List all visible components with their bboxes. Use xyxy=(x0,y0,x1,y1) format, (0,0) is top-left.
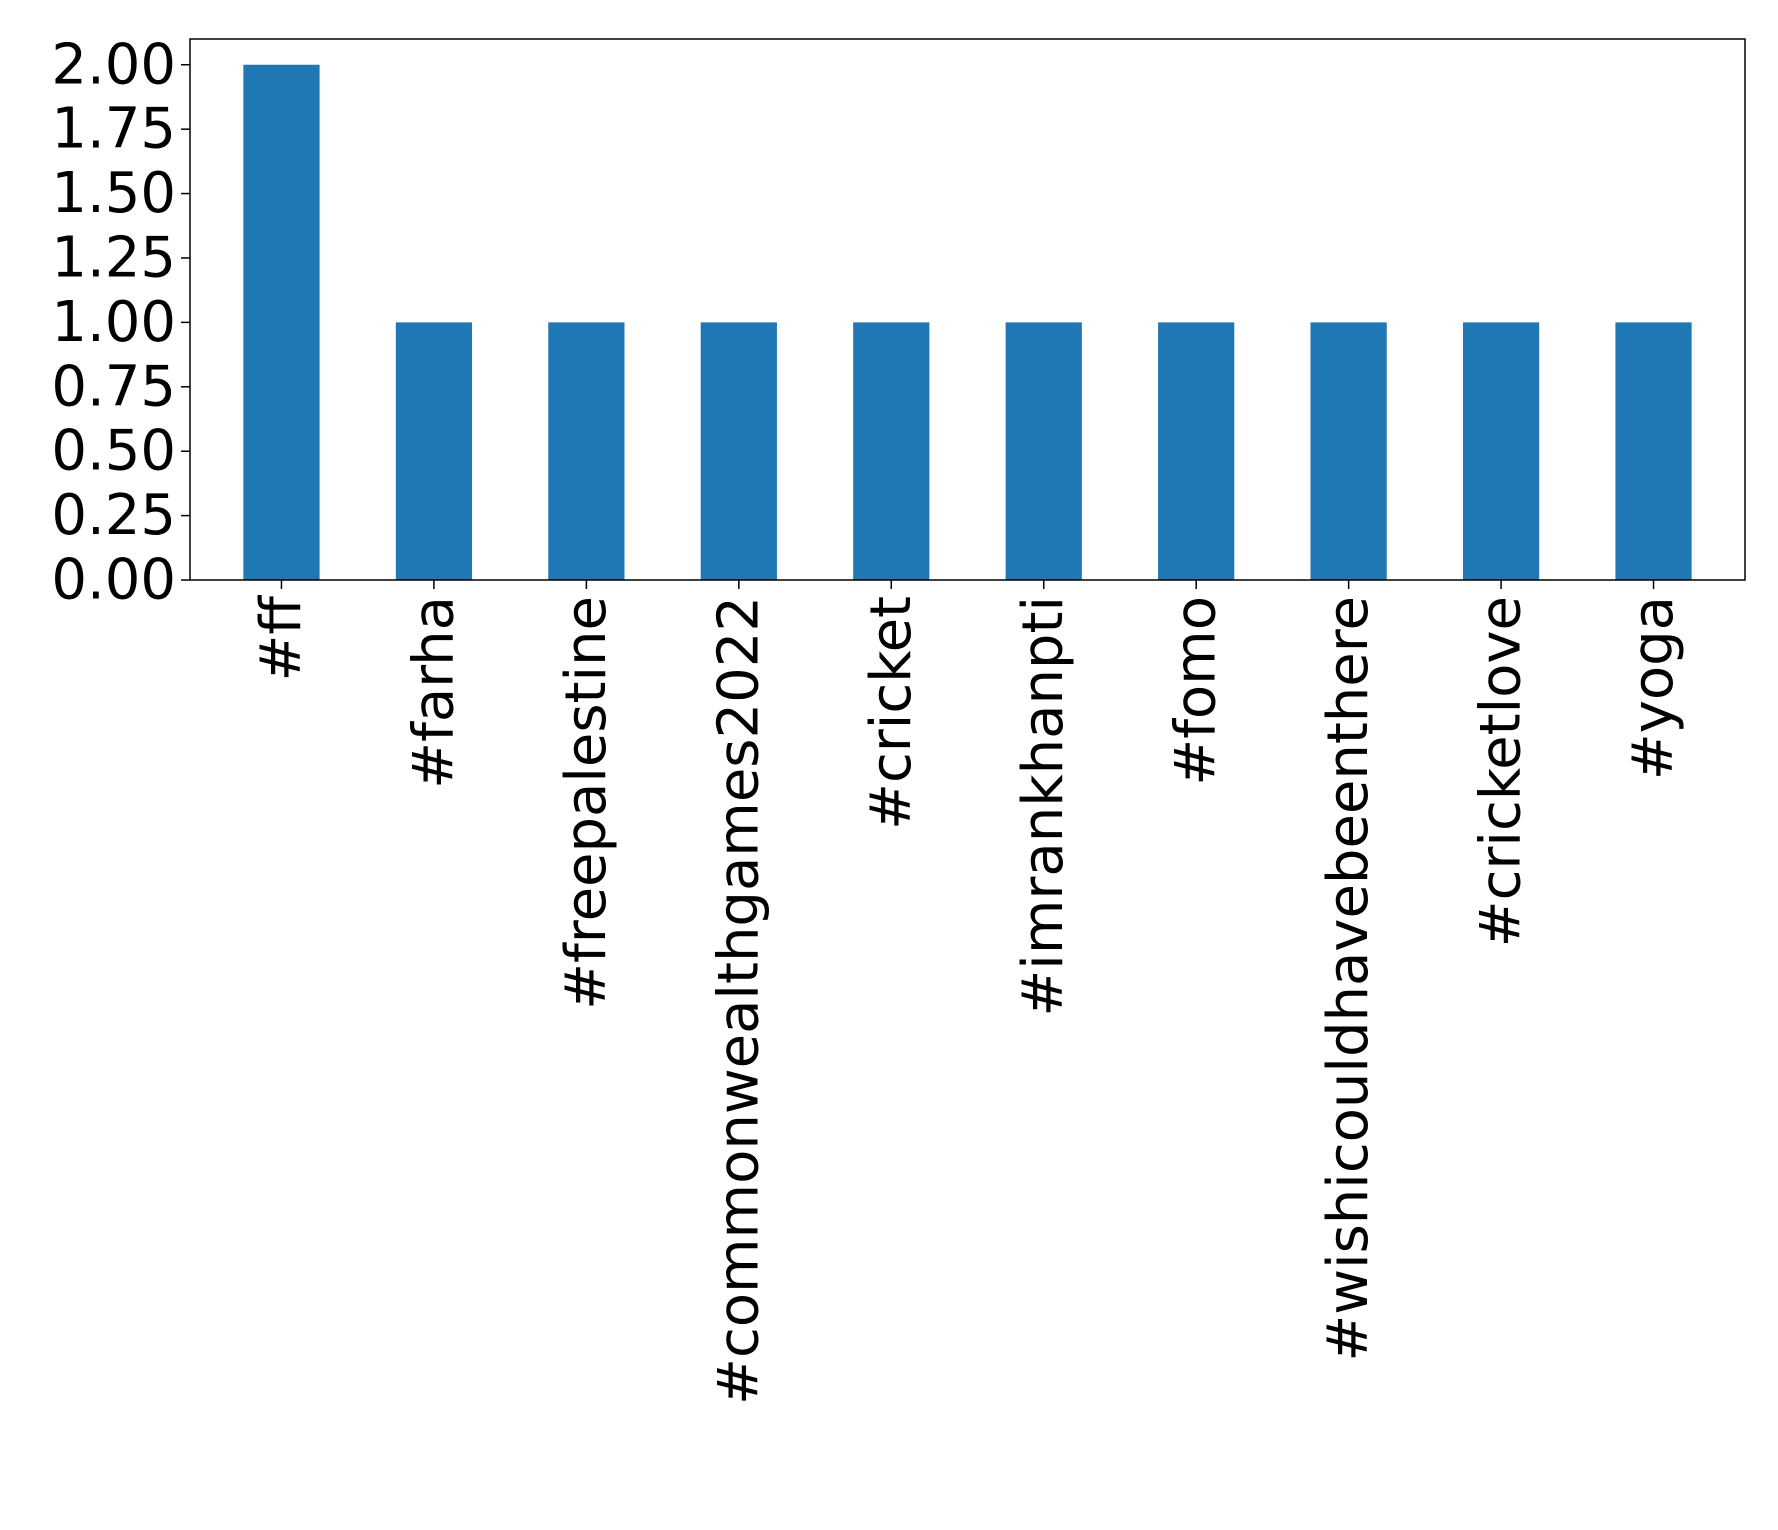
bar-cricket xyxy=(853,322,930,580)
y-tick-label: 1.50 xyxy=(51,161,176,226)
bar-imrankhanpti xyxy=(1005,322,1082,580)
y-tick-label: 0.50 xyxy=(51,419,176,484)
bars-layer xyxy=(243,64,1692,580)
bar-wishicouldhavebeenthere xyxy=(1310,322,1387,580)
bar-yoga xyxy=(1615,322,1692,580)
x-tick-label: #freepalestine xyxy=(554,596,619,1010)
y-tick-label: 2.00 xyxy=(51,32,176,97)
y-tick-label: 1.00 xyxy=(51,290,176,355)
y-tick-label: 0.75 xyxy=(51,354,176,419)
bar-freepalestine xyxy=(548,322,625,580)
x-tick-label: #fomo xyxy=(1164,596,1229,786)
x-tick-label: #ff xyxy=(249,595,314,682)
x-axis: #ff #farha #freepalestine #commonwealthgame… xyxy=(249,580,1686,1405)
y-tick-label: 0.25 xyxy=(51,483,176,548)
bar-cricketlove xyxy=(1462,322,1540,580)
x-tick-label: #farha xyxy=(401,596,466,789)
x-tick-label: #commonwealthgames2022 xyxy=(706,596,771,1405)
bar-commonwealthgames2022 xyxy=(700,322,777,580)
plot-frame xyxy=(189,38,1746,581)
y-axis: 0.000.250.500.751.001.251.501.752.00 xyxy=(51,32,190,613)
y-tick-label: 1.25 xyxy=(51,225,176,290)
x-tick-label: #imrankhanpti xyxy=(1011,596,1076,1017)
bar-ff xyxy=(243,64,320,580)
x-tick-label: #wishicouldhavebeenthere xyxy=(1316,596,1381,1362)
y-tick-label: 0.00 xyxy=(51,548,176,613)
x-tick-label: #cricket xyxy=(859,596,924,830)
x-tick-label: #yoga xyxy=(1621,596,1686,780)
bar-fomo xyxy=(1158,322,1235,580)
bar-farha xyxy=(395,322,473,580)
x-tick-label: #cricketlove xyxy=(1469,596,1534,947)
y-tick-label: 1.75 xyxy=(51,97,176,162)
